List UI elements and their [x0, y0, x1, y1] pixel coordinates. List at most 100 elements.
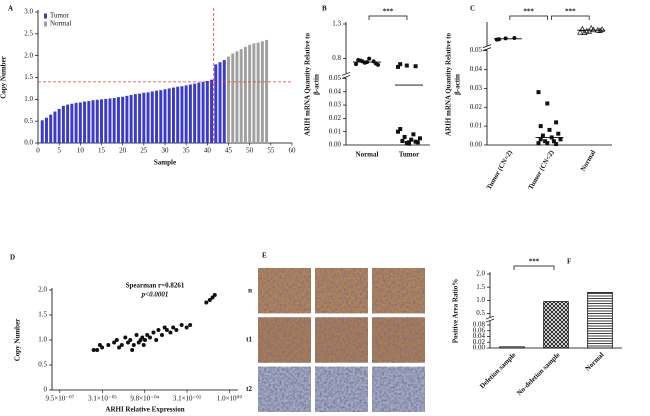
bar: [61, 105, 65, 143]
bar: [104, 98, 108, 143]
point: [114, 338, 119, 342]
point: [140, 335, 145, 340]
point: [538, 137, 543, 142]
point: [131, 343, 136, 347]
bar: [222, 60, 226, 143]
point: [543, 139, 548, 144]
row-label: n: [248, 286, 252, 294]
x-tick-label: Normal: [584, 351, 606, 373]
bar: [44, 117, 48, 143]
y-axis-label: Copy Number: [14, 319, 22, 362]
point: [540, 133, 545, 138]
micrograph-texture: [315, 366, 368, 412]
y-tick-label: 3.0: [24, 8, 33, 16]
point: [207, 298, 212, 302]
x-axis-label: Sample: [154, 159, 176, 167]
bar: [260, 41, 264, 143]
significance-label: ***: [565, 8, 576, 16]
bar: [112, 98, 116, 143]
y-tick-label: 1.0: [476, 296, 485, 304]
point: [171, 325, 176, 330]
point: [404, 63, 409, 68]
panel-label: E: [262, 252, 267, 260]
y-tick-label: 0.02: [470, 103, 483, 111]
y-tick-label: 1.0: [38, 336, 47, 344]
point: [100, 345, 105, 350]
x-tick-label: 5: [57, 147, 61, 155]
point: [130, 348, 135, 352]
y-tick-label: 0.03: [470, 84, 483, 92]
annotation: Spearman r=0.8261: [126, 282, 185, 290]
x-tick-label: 55: [267, 147, 275, 155]
point: [164, 328, 169, 332]
axis-break: [342, 73, 350, 78]
point: [599, 26, 606, 32]
bar: [83, 101, 87, 143]
point: [179, 323, 184, 327]
x-axis-label: ARHI Relative Expression: [105, 406, 184, 414]
bar: [142, 92, 146, 143]
bar: [201, 81, 205, 143]
point: [418, 136, 422, 141]
y-tick-label: 0.01: [329, 127, 342, 135]
x-tick-label: 1.0×10⁰⁰: [217, 395, 243, 403]
micrograph-texture: [372, 268, 425, 314]
y-tick-label: 0.5: [24, 117, 33, 125]
x-tick-label: 9.5×10⁻⁰⁷: [46, 395, 75, 403]
y-tick-label: 0.00: [470, 141, 483, 149]
y-tick-label: 2.0: [38, 286, 47, 294]
x-tick-label: 25: [140, 147, 148, 155]
y-tick-label: 2.5: [24, 29, 33, 37]
point: [141, 343, 146, 347]
y-tick-label: 0.02: [473, 338, 486, 346]
point: [554, 142, 559, 147]
point: [583, 27, 590, 34]
bar: [171, 87, 175, 143]
bar: [100, 99, 103, 143]
bar: [125, 95, 129, 143]
point: [154, 338, 159, 342]
row-label: t2: [246, 385, 252, 393]
bar: [163, 89, 167, 143]
bar: [150, 91, 154, 143]
point: [204, 300, 209, 305]
bar: [205, 80, 209, 143]
point: [123, 335, 128, 340]
bar: [265, 39, 269, 143]
x-tick-label: 3.1×10⁻⁰²: [173, 395, 201, 403]
bar: [159, 90, 163, 143]
point: [188, 323, 193, 327]
bar: [87, 101, 91, 143]
y-tick-label: 0.0: [24, 139, 33, 147]
point: [551, 139, 556, 144]
point: [398, 127, 403, 132]
bar: [184, 85, 188, 143]
point: [360, 59, 365, 64]
bar: [40, 120, 44, 143]
significance-label: ***: [383, 8, 394, 16]
axis-break: [483, 45, 491, 50]
point: [400, 139, 405, 144]
y-tick-label: 0.05: [470, 46, 483, 54]
bar: [176, 86, 180, 143]
y-tick-label: 0.04: [470, 65, 483, 73]
micrograph-texture: [258, 317, 311, 363]
point: [545, 141, 550, 146]
x-tick-label: 15: [98, 147, 106, 155]
y-tick-label: 1.5: [38, 311, 47, 319]
bar: [66, 104, 70, 143]
axis-break-mark: [485, 315, 495, 323]
bar: [121, 96, 125, 143]
row-label: t1: [246, 336, 252, 344]
bar: [138, 93, 142, 143]
y-tick-label: 2.0: [476, 270, 485, 278]
significance-bracket: [509, 15, 548, 20]
x-tick-label: 60: [289, 147, 297, 155]
bar: [231, 53, 235, 143]
y-axis-label: β-actin: [313, 74, 321, 95]
x-tick-label: Deletion sample: [478, 351, 517, 390]
bar: [146, 92, 150, 143]
x-tick-label: Normal: [356, 151, 379, 159]
point: [106, 343, 111, 347]
bar: [499, 346, 525, 349]
